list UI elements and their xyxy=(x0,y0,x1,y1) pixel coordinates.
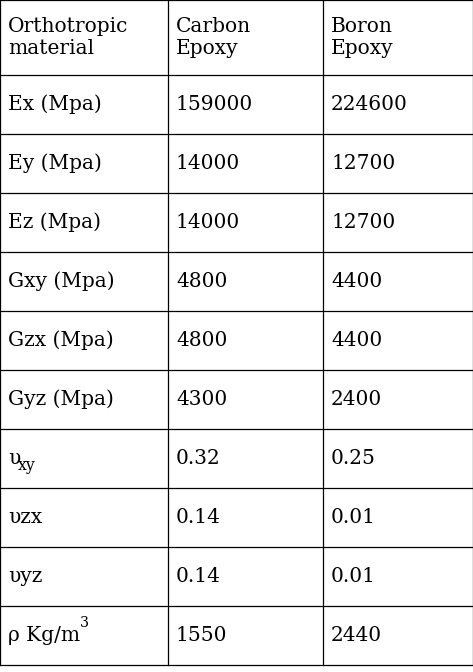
Text: 224600: 224600 xyxy=(331,95,408,114)
Text: 0.32: 0.32 xyxy=(176,449,221,468)
Text: Ey (Mpa): Ey (Mpa) xyxy=(8,154,102,173)
Text: 0.01: 0.01 xyxy=(331,508,376,527)
Text: 14000: 14000 xyxy=(176,213,240,232)
Text: 0.14: 0.14 xyxy=(176,508,221,527)
Text: 4800: 4800 xyxy=(176,272,228,291)
Text: υyz: υyz xyxy=(8,567,43,586)
Text: 1550: 1550 xyxy=(176,626,228,645)
Text: 2440: 2440 xyxy=(331,626,382,645)
Text: Gyz (Mpa): Gyz (Mpa) xyxy=(8,390,114,409)
Text: 4400: 4400 xyxy=(331,331,382,350)
Text: 0.01: 0.01 xyxy=(331,567,376,586)
Text: 2400: 2400 xyxy=(331,390,382,409)
Text: 12700: 12700 xyxy=(331,154,395,173)
Text: Carbon
Epoxy: Carbon Epoxy xyxy=(176,17,251,58)
Text: Ex (Mpa): Ex (Mpa) xyxy=(8,95,102,114)
Text: Ez (Mpa): Ez (Mpa) xyxy=(8,212,101,233)
Text: 12700: 12700 xyxy=(331,213,395,232)
Text: Orthotropic
material: Orthotropic material xyxy=(8,17,128,58)
Text: Gzx (Mpa): Gzx (Mpa) xyxy=(8,331,114,350)
Text: 4400: 4400 xyxy=(331,272,382,291)
Text: 159000: 159000 xyxy=(176,95,253,114)
Text: 0.14: 0.14 xyxy=(176,567,221,586)
Text: 4800: 4800 xyxy=(176,331,228,350)
Text: υ: υ xyxy=(8,449,20,468)
Text: Boron
Epoxy: Boron Epoxy xyxy=(331,17,394,58)
Text: Gxy (Mpa): Gxy (Mpa) xyxy=(8,271,114,292)
Text: 0.25: 0.25 xyxy=(331,449,376,468)
Text: 14000: 14000 xyxy=(176,154,240,173)
Text: xy: xy xyxy=(18,457,36,474)
Text: ρ Kg/m: ρ Kg/m xyxy=(8,626,80,645)
Text: υzx: υzx xyxy=(8,508,42,527)
Text: 3: 3 xyxy=(80,616,89,630)
Text: 4300: 4300 xyxy=(176,390,227,409)
